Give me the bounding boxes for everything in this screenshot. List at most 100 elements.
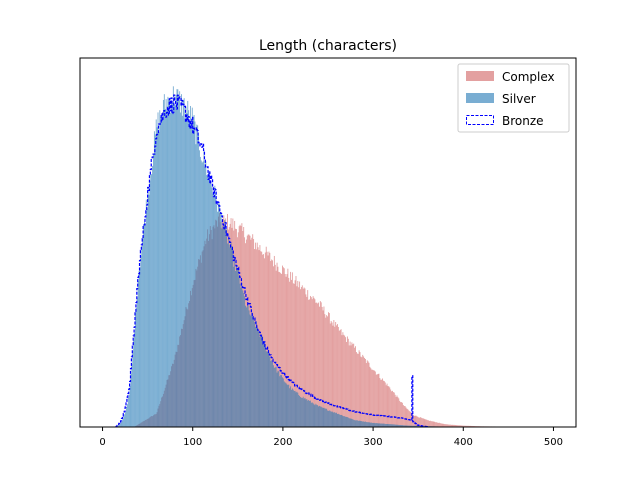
histogram-bar (176, 89, 177, 427)
histogram-bar (389, 387, 390, 427)
histogram-bar (309, 401, 310, 427)
histogram-bar (287, 384, 288, 427)
histogram-bar (354, 348, 355, 427)
histogram-bar (401, 402, 402, 427)
histogram-bar (296, 392, 297, 427)
histogram-bar (369, 422, 370, 427)
histogram-bar (167, 97, 168, 427)
histogram-bar (133, 340, 134, 427)
histogram-bar (135, 312, 136, 427)
histogram-bar (351, 419, 352, 427)
histogram-bar (214, 186, 215, 427)
histogram-bar (380, 380, 381, 427)
histogram-bar (372, 370, 373, 427)
histogram-bar (381, 424, 382, 427)
histogram-bar (206, 175, 207, 427)
histogram-bar (443, 424, 444, 427)
histogram-bar (405, 406, 406, 427)
legend-swatch (466, 71, 494, 81)
histogram-bar (153, 155, 154, 427)
histogram-bar (123, 417, 124, 427)
histogram-bar (378, 423, 379, 427)
histogram-bar (382, 378, 383, 427)
histogram-bar (332, 411, 333, 427)
histogram-bar (334, 327, 335, 427)
histogram-bar (296, 392, 297, 427)
histogram-bar (159, 110, 160, 427)
histogram-bar (127, 404, 128, 427)
histogram-bar (201, 160, 202, 427)
histogram-bar (227, 243, 228, 427)
histogram-bar (353, 420, 354, 427)
histogram-bar (271, 360, 272, 427)
histogram-bar (238, 270, 239, 427)
histogram-bar (219, 204, 220, 427)
histogram-bar (151, 174, 152, 427)
histogram-bar (136, 308, 137, 427)
histogram-bar (253, 318, 254, 427)
histogram-bar (342, 335, 343, 427)
histogram-bar (204, 151, 205, 427)
histogram-bar (217, 212, 218, 427)
histogram-bar (347, 336, 348, 427)
histogram-bar (324, 408, 325, 427)
histogram-bar (373, 370, 374, 427)
histogram-bar (329, 313, 330, 427)
histogram-bar (216, 204, 217, 427)
histogram-bar (190, 106, 191, 427)
histogram-bar (398, 398, 399, 427)
histogram-bar (327, 316, 328, 427)
histogram-bar (372, 423, 373, 427)
histogram-bar (367, 360, 368, 427)
histogram-bar (250, 316, 251, 427)
histogram-bar (377, 374, 378, 427)
histogram-bar (175, 106, 176, 427)
histogram-bar (407, 409, 408, 427)
histogram-bar (377, 423, 378, 427)
histogram-bar (366, 363, 367, 427)
histogram-bar (346, 417, 347, 427)
histogram-bar (199, 150, 200, 427)
histogram-bar (179, 91, 180, 427)
histogram-bar (232, 250, 233, 427)
histogram-bar (386, 385, 387, 427)
histogram-bar (290, 386, 291, 427)
histogram-bar (371, 423, 372, 427)
histogram-bar (235, 271, 236, 427)
histogram-bar (341, 415, 342, 427)
histogram-bar (157, 127, 158, 427)
histogram-bar (196, 125, 197, 427)
histogram-bar (165, 109, 166, 427)
histogram-bar (158, 132, 159, 427)
histogram-bar (433, 422, 434, 427)
histogram-bar (438, 423, 439, 427)
histogram-bar (399, 401, 400, 427)
histogram-bar (186, 107, 187, 427)
histogram-bar (170, 113, 171, 427)
histogram-bar (432, 421, 433, 427)
histogram-bar (232, 246, 233, 427)
histogram-bar (327, 411, 328, 427)
histogram-bar (387, 384, 388, 427)
histogram-bar (369, 423, 370, 427)
histogram-bar (348, 339, 349, 427)
histogram-bar (254, 322, 255, 427)
histogram-bar (408, 410, 409, 427)
histogram-bar (333, 326, 334, 427)
histogram-bar (415, 416, 416, 427)
histogram-bar (168, 100, 169, 427)
histogram-bar (356, 352, 357, 427)
histogram-bar (222, 229, 223, 427)
histogram-bar (192, 108, 193, 427)
histogram-bar (434, 422, 435, 427)
histogram-bar (121, 421, 122, 427)
histogram-bar (350, 418, 351, 427)
histogram-bar (122, 418, 123, 427)
histogram-bar (335, 413, 336, 427)
histogram-bar (331, 321, 332, 427)
histogram-bar (176, 95, 177, 427)
x-tick-label: 200 (273, 437, 292, 448)
histogram-bar (353, 344, 354, 427)
histogram-bar (150, 174, 151, 427)
legend-label: Complex (502, 70, 555, 84)
